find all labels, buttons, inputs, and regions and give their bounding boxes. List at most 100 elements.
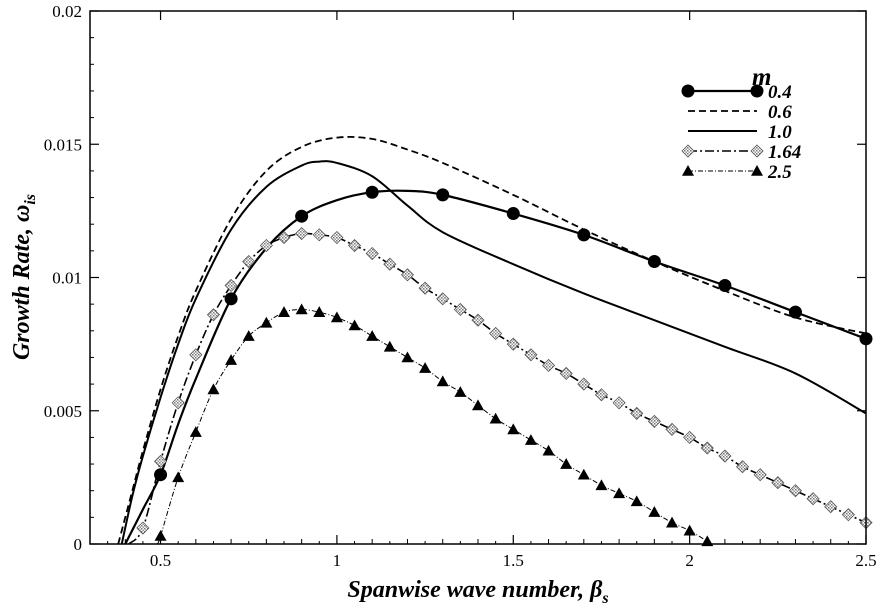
series-4-marker-18 (472, 399, 484, 411)
legend-marker-start-0 (681, 84, 695, 98)
series-3-marker-32 (700, 441, 714, 455)
legend-entry-4: 2.5 (682, 162, 792, 183)
series-4-marker-22 (542, 444, 555, 456)
series-0-marker-6 (577, 228, 591, 242)
series-3-marker-11 (330, 230, 344, 245)
y-tick-label-3: 0.015 (44, 135, 82, 154)
series-4-marker-6 (260, 316, 273, 328)
series-3-marker-27 (612, 396, 626, 410)
series-0-marker-8 (718, 278, 732, 292)
series-4-marker-26 (613, 487, 626, 499)
series-3-marker-31 (683, 430, 697, 444)
series-3-marker-4 (206, 308, 221, 322)
series-4-marker-1 (172, 471, 185, 483)
series-3-marker-37 (788, 484, 803, 498)
series-4-marker-3 (207, 383, 220, 395)
legend-label-3: 1.64 (768, 142, 801, 163)
series-4-marker-19 (489, 412, 502, 424)
series-line-1 (117, 135, 866, 544)
series-3-marker-24 (559, 366, 573, 381)
series-4-marker-29 (666, 516, 678, 528)
series-0-marker-3 (365, 185, 379, 199)
series-3-marker-7 (259, 238, 273, 253)
series-3-marker-23 (541, 358, 556, 373)
series-0-marker-1 (224, 292, 238, 306)
legend: m 0.40.61.01.642.5 (681, 64, 801, 183)
y-axis-title-subscript: is (22, 194, 39, 205)
series-3-marker-5 (224, 278, 238, 293)
series-3-marker-8 (277, 230, 291, 245)
marker-layer (136, 185, 873, 547)
series-4-marker-13 (383, 340, 396, 352)
series-4-marker-12 (366, 330, 379, 341)
x-tick-label-1: 1 (333, 551, 342, 570)
series-4-marker-20 (507, 423, 520, 435)
series-3-marker-14 (383, 257, 397, 271)
series-4-marker-2 (189, 426, 202, 437)
series-3-marker-9 (295, 226, 309, 241)
series-3-marker-40 (841, 508, 855, 522)
series-3-marker-25 (577, 377, 591, 391)
series-3-marker-36 (771, 476, 785, 490)
series-3-marker-30 (665, 422, 679, 436)
series-3-marker-12 (347, 238, 362, 253)
series-3-marker-21 (506, 337, 520, 351)
series-4-marker-30 (683, 524, 696, 536)
series-3-marker-22 (524, 348, 538, 362)
legend-marker-end-0 (750, 84, 764, 98)
series-3-marker-19 (471, 313, 485, 327)
series-3-marker-1 (153, 454, 168, 468)
series-3-marker-33 (718, 449, 732, 463)
series-4-marker-27 (630, 495, 643, 507)
series-3-marker-17 (436, 292, 450, 306)
series-4-marker-24 (577, 468, 590, 480)
series-3-marker-6 (242, 254, 256, 269)
series-4-marker-8 (295, 303, 308, 315)
series-line-2 (120, 160, 866, 544)
series-4-marker-16 (436, 375, 449, 387)
series-4-marker-23 (560, 458, 573, 469)
series-3-marker-34 (735, 460, 750, 474)
series-line-4 (156, 308, 712, 544)
legend-entry-3: 1.64 (681, 142, 801, 163)
series-3-marker-39 (824, 500, 838, 514)
y-tick-label-4: 0.02 (52, 2, 82, 21)
series-4-marker-7 (278, 306, 290, 317)
series-3-marker-26 (594, 388, 609, 402)
y-tick-label-1: 0.005 (44, 402, 82, 421)
series-3-marker-38 (806, 492, 820, 506)
series-4-marker-4 (225, 354, 238, 365)
legend-entry-1: 0.6 (688, 102, 792, 123)
x-tick-label-3: 2 (685, 551, 694, 570)
x-axis-title-text: Spanwise wave number, β (347, 577, 603, 603)
series-3-marker-16 (418, 281, 432, 295)
series-3-marker-35 (753, 468, 767, 482)
series-4-marker-11 (348, 319, 361, 331)
series-0-marker-9 (788, 305, 802, 319)
series-4-marker-9 (313, 306, 326, 317)
legend-entry-2: 1.0 (688, 122, 792, 143)
legend-label-1: 0.6 (768, 102, 792, 123)
series-4-marker-25 (595, 479, 608, 491)
x-axis-title: Spanwise wave number, βs (347, 577, 608, 607)
legend-marker-start-3 (681, 144, 695, 158)
series-3-marker-20 (489, 326, 503, 341)
y-tick-label-0: 0 (74, 535, 83, 554)
series-4-marker-14 (401, 351, 414, 363)
series-layer (117, 135, 866, 544)
series-0-marker-5 (506, 207, 520, 221)
series-4-marker-10 (330, 311, 343, 323)
series-3-marker-28 (630, 406, 644, 420)
tick-layer: 0.5 1 1.5 2 2.5 0 0.005 0.01 0.015 0.02 (44, 2, 877, 570)
legend-label-2: 1.0 (768, 122, 792, 143)
series-0-marker-4 (436, 188, 450, 202)
series-3-marker-0 (136, 521, 150, 535)
series-4-marker-17 (454, 386, 467, 397)
series-3-marker-18 (453, 302, 467, 317)
x-tick-label-2: 1.5 (503, 551, 524, 570)
series-markers-0 (154, 185, 873, 482)
series-markers-3 (136, 226, 873, 535)
series-4-marker-15 (419, 362, 432, 373)
legend-marker-end-4 (751, 165, 763, 176)
